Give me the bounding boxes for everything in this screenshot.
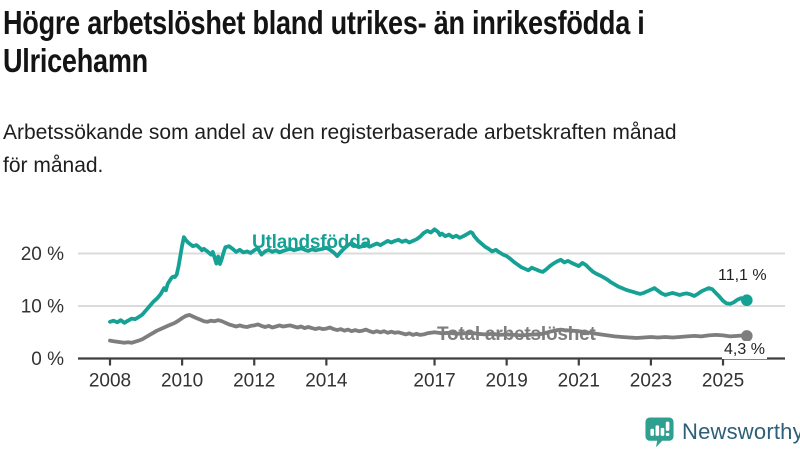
newsworthy-wordmark: Newsworthy (682, 419, 800, 444)
title-line-2: Ulricehamn (3, 42, 148, 79)
line-total-arbetsloshet (108, 312, 749, 345)
x-tick-label-2012: 2012 (233, 371, 275, 392)
series-label-utlandsfodda: Utlandsfödda (252, 232, 371, 253)
x-tick-label-2025: 2025 (702, 371, 744, 392)
x-tick-label-2019: 2019 (486, 371, 528, 392)
x-tick-label-2008: 2008 (89, 371, 131, 392)
title-line-1: Högre arbetslöshet bland utrikes- än inr… (3, 4, 645, 41)
x-tick-label-2023: 2023 (630, 371, 672, 392)
end-value-total: 4,3 % (722, 341, 767, 359)
x-tick-label-2021: 2021 (558, 371, 600, 392)
end-dot-total (741, 330, 753, 342)
x-tick-label-2014: 2014 (305, 371, 348, 392)
end-dot-utlandsfodda (741, 294, 753, 307)
newsworthy-bar-chart-bubble-icon (645, 417, 674, 448)
x-tick-label-2017: 2017 (413, 371, 455, 392)
y-tick-label-0: 0 % (31, 349, 64, 370)
y-tick-label-10: 10 % (21, 297, 64, 318)
end-value-utlandsfodda: 11,1 % (718, 267, 767, 284)
x-tick-label-2010: 2010 (161, 371, 203, 392)
series-label-total-arbetsloshet: Total arbetslöshet (437, 324, 596, 345)
line-utlandsfodda (108, 227, 749, 325)
newsworthy-logo: Newsworthy (644, 416, 800, 448)
subtitle-line-2: för månad. (3, 154, 104, 177)
y-tick-label-20: 20 % (21, 244, 64, 265)
chart-subtitle: Arbetssökande som andel av den registerb… (3, 116, 793, 182)
subtitle-line-1: Arbetssökande som andel av den registerb… (3, 121, 677, 144)
page-title: Högre arbetslöshet bland utrikes- än inr… (3, 4, 798, 80)
